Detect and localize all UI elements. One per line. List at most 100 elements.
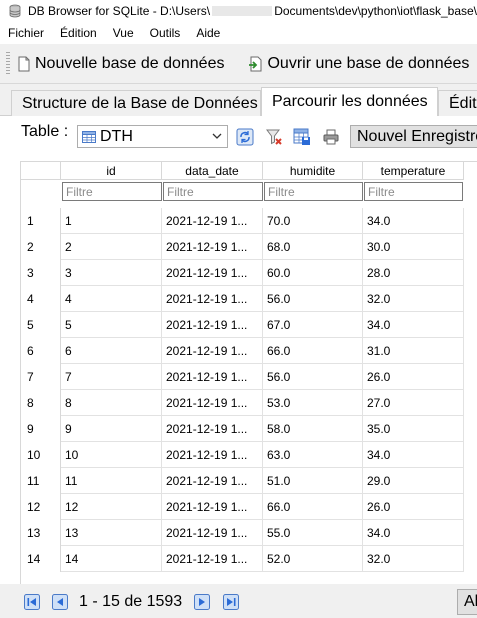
table-cell-id[interactable]: 7 [61, 364, 162, 390]
table-cell-id[interactable]: 10 [61, 442, 162, 468]
row-number[interactable]: 11 [21, 468, 61, 494]
filter-input-data-date[interactable]: Filtre [163, 182, 263, 201]
row-number[interactable]: 7 [21, 364, 61, 390]
row-number[interactable]: 3 [21, 260, 61, 286]
next-page-button[interactable] [193, 593, 211, 611]
table-cell-id[interactable]: 11 [61, 468, 162, 494]
table-cell-id[interactable]: 9 [61, 416, 162, 442]
table-cell-temperature[interactable]: 32.0 [363, 546, 464, 572]
table-cell-humidite[interactable]: 70.0 [263, 208, 363, 234]
menu-fichier[interactable]: Fichier [8, 26, 45, 40]
table-cell-id[interactable]: 4 [61, 286, 162, 312]
table-cell-id[interactable]: 6 [61, 338, 162, 364]
table-cell-data-date[interactable]: 2021-12-19 1... [162, 416, 263, 442]
table-cell-data-date[interactable]: 2021-12-19 1... [162, 260, 263, 286]
table-cell-temperature[interactable]: 27.0 [363, 390, 464, 416]
table-cell-temperature[interactable]: 28.0 [363, 260, 464, 286]
table-cell-humidite[interactable]: 60.0 [263, 260, 363, 286]
row-number[interactable]: 9 [21, 416, 61, 442]
table-cell-temperature[interactable]: 26.0 [363, 494, 464, 520]
open-database-button[interactable]: Ouvrir une base de données [248, 55, 469, 73]
table-cell-humidite[interactable]: 66.0 [263, 338, 363, 364]
filter-input-id[interactable]: Filtre [62, 182, 162, 201]
table-cell-humidite[interactable]: 52.0 [263, 546, 363, 572]
tab-structure[interactable]: Structure de la Base de Données [11, 90, 261, 116]
new-record-button[interactable]: Nouvel Enregistrement [350, 125, 477, 148]
table-cell-temperature[interactable]: 34.0 [363, 208, 464, 234]
print-button[interactable] [319, 125, 343, 148]
table-select-dropdown[interactable]: DTH [77, 125, 228, 148]
table-cell-id[interactable]: 5 [61, 312, 162, 338]
last-page-button[interactable] [222, 593, 240, 611]
row-number[interactable]: 10 [21, 442, 61, 468]
table-cell-humidite[interactable]: 51.0 [263, 468, 363, 494]
row-number[interactable]: 8 [21, 390, 61, 416]
table-cell-data-date[interactable]: 2021-12-19 1... [162, 364, 263, 390]
table-cell-temperature[interactable]: 34.0 [363, 520, 464, 546]
previous-page-button[interactable] [51, 593, 69, 611]
table-cell-humidite[interactable]: 55.0 [263, 520, 363, 546]
table-cell-data-date[interactable]: 2021-12-19 1... [162, 520, 263, 546]
row-number[interactable]: 4 [21, 286, 61, 312]
menu-vue[interactable]: Vue [112, 26, 134, 40]
column-header-data-date[interactable]: data_date [162, 162, 263, 180]
table-cell-temperature[interactable]: 32.0 [363, 286, 464, 312]
table-cell-data-date[interactable]: 2021-12-19 1... [162, 312, 263, 338]
row-number[interactable]: 13 [21, 520, 61, 546]
table-cell-temperature[interactable]: 30.0 [363, 234, 464, 260]
table-cell-id[interactable]: 13 [61, 520, 162, 546]
row-number[interactable]: 6 [21, 338, 61, 364]
table-cell-temperature[interactable]: 35.0 [363, 416, 464, 442]
menu-outils[interactable]: Outils [149, 26, 181, 40]
toolbar-grip-handle[interactable] [6, 51, 10, 76]
table-cell-data-date[interactable]: 2021-12-19 1... [162, 442, 263, 468]
filter-input-humidite[interactable]: Filtre [264, 182, 363, 201]
table-cell-id[interactable]: 14 [61, 546, 162, 572]
table-cell-data-date[interactable]: 2021-12-19 1... [162, 286, 263, 312]
row-number[interactable]: 12 [21, 494, 61, 520]
new-database-button[interactable]: Nouvelle base de données [16, 55, 224, 73]
table-cell-id[interactable]: 2 [61, 234, 162, 260]
column-header-id[interactable]: id [61, 162, 162, 180]
table-cell-data-date[interactable]: 2021-12-19 1... [162, 338, 263, 364]
save-filter-button[interactable] [290, 125, 314, 148]
table-cell-temperature[interactable]: 34.0 [363, 442, 464, 468]
table-cell-data-date[interactable]: 2021-12-19 1... [162, 494, 263, 520]
table-cell-humidite[interactable]: 66.0 [263, 494, 363, 520]
table-cell-id[interactable]: 1 [61, 208, 162, 234]
table-cell-humidite[interactable]: 53.0 [263, 390, 363, 416]
table-cell-id[interactable]: 12 [61, 494, 162, 520]
clear-filters-button[interactable] [262, 125, 286, 148]
row-number[interactable]: 5 [21, 312, 61, 338]
table-cell-id[interactable]: 8 [61, 390, 162, 416]
table-cell-humidite[interactable]: 68.0 [263, 234, 363, 260]
table-cell-data-date[interactable]: 2021-12-19 1... [162, 468, 263, 494]
table-cell-temperature[interactable]: 31.0 [363, 338, 464, 364]
first-page-button[interactable] [23, 593, 41, 611]
table-cell-humidite[interactable]: 56.0 [263, 286, 363, 312]
table-cell-temperature[interactable]: 34.0 [363, 312, 464, 338]
table-cell-humidite[interactable]: 67.0 [263, 312, 363, 338]
menu-edition[interactable]: Édition [60, 26, 97, 40]
table-cell-humidite[interactable]: 58.0 [263, 416, 363, 442]
table-cell-temperature[interactable]: 29.0 [363, 468, 464, 494]
goto-button[interactable]: Al [457, 589, 477, 615]
table-cell-data-date[interactable]: 2021-12-19 1... [162, 390, 263, 416]
row-number[interactable]: 14 [21, 546, 61, 572]
filter-input-temperature[interactable]: Filtre [364, 182, 463, 201]
table-cell-data-date[interactable]: 2021-12-19 1... [162, 546, 263, 572]
column-header-humidite[interactable]: humidite [263, 162, 363, 180]
table-cell-data-date[interactable]: 2021-12-19 1... [162, 234, 263, 260]
tab-browse-data[interactable]: Parcourir les données [261, 87, 438, 116]
table-cell-humidite[interactable]: 63.0 [263, 442, 363, 468]
table-cell-id[interactable]: 3 [61, 260, 162, 286]
tab-edit-pragmas[interactable]: Édit [438, 90, 477, 116]
table-cell-data-date[interactable]: 2021-12-19 1... [162, 208, 263, 234]
refresh-button[interactable] [233, 125, 257, 148]
row-number[interactable]: 2 [21, 234, 61, 260]
menu-aide[interactable]: Aide [196, 26, 221, 40]
table-cell-temperature[interactable]: 26.0 [363, 364, 464, 390]
row-number[interactable]: 1 [21, 208, 61, 234]
table-cell-humidite[interactable]: 56.0 [263, 364, 363, 390]
corner-header[interactable] [21, 162, 61, 180]
